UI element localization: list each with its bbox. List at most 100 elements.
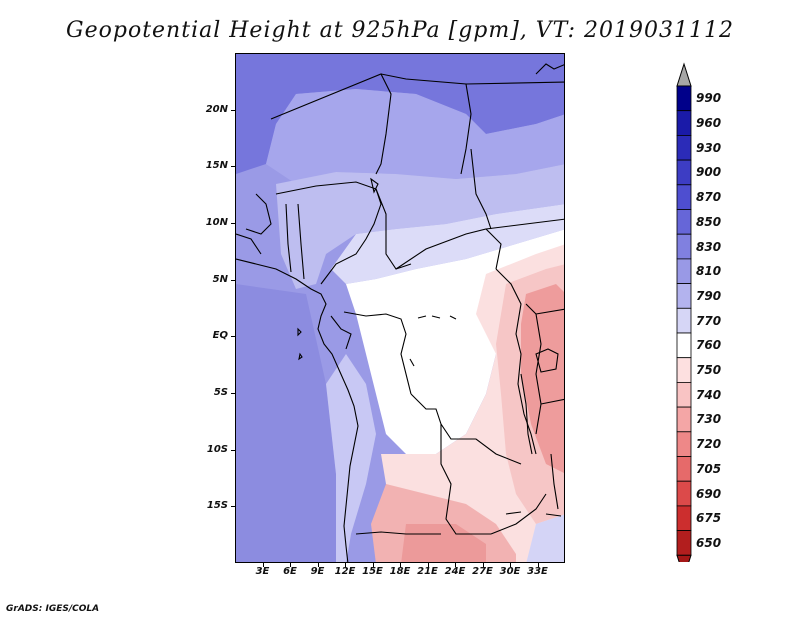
x-tick-mark bbox=[455, 563, 456, 567]
colorbar-swatch bbox=[676, 357, 692, 383]
border-namibia bbox=[355, 531, 441, 535]
lake-chad bbox=[370, 177, 379, 194]
colorbar-swatch bbox=[676, 184, 692, 210]
colorbar-swatch bbox=[676, 85, 692, 112]
border-chad-sudan bbox=[465, 81, 564, 85]
x-tick-mark bbox=[262, 563, 264, 567]
x-tick-mark bbox=[510, 563, 511, 567]
x-tick-label: 21E bbox=[417, 566, 438, 577]
colorbar-swatch bbox=[676, 456, 692, 482]
colorbar-swatch bbox=[676, 381, 692, 408]
colorbar-swatch bbox=[676, 110, 692, 136]
credit-label: GrADS: IGES/COLA bbox=[6, 604, 100, 614]
river-mark-1 bbox=[417, 315, 457, 320]
y-tick-label: 5N bbox=[212, 273, 228, 285]
x-tick-label: 12E bbox=[334, 566, 356, 577]
border-niger-chad bbox=[380, 73, 472, 175]
x-tick-mark bbox=[427, 563, 429, 567]
x-tick-mark bbox=[317, 563, 319, 567]
border-benin bbox=[297, 203, 305, 280]
border-angola-zambia bbox=[440, 424, 491, 535]
colorbar-swatch bbox=[676, 159, 692, 186]
y-tick-mark bbox=[231, 279, 235, 281]
colorbar-level-label: 900 bbox=[696, 165, 722, 180]
x-tick-label: 15E bbox=[362, 566, 383, 577]
y-tick-mark bbox=[231, 506, 235, 508]
x-tick-mark bbox=[482, 563, 484, 567]
border-sudan-east bbox=[470, 148, 492, 230]
field-light-blue bbox=[276, 164, 564, 289]
y-tick-label: 20N bbox=[205, 103, 228, 115]
colorbar-level-label: 740 bbox=[696, 387, 722, 402]
colorbar-swatch bbox=[676, 209, 692, 235]
colorbar-level-label: 790 bbox=[696, 288, 722, 303]
colorbar-swatch bbox=[676, 406, 692, 433]
colorbar-swatch bbox=[676, 505, 692, 531]
river-mark-4 bbox=[545, 513, 562, 517]
colorbar-level-label: 720 bbox=[696, 437, 722, 452]
x-tick-mark bbox=[372, 563, 374, 567]
y-tick-mark bbox=[231, 393, 235, 394]
x-tick-label: 6E bbox=[283, 566, 297, 577]
y-tick-mark bbox=[231, 166, 235, 168]
y-tick-label: 10S bbox=[206, 443, 228, 455]
border-drc-south bbox=[410, 393, 522, 465]
coastlines-borders bbox=[236, 63, 564, 562]
y-tick-mark bbox=[231, 449, 235, 451]
chart-title: Geopotential Height at 925hPa [gpm], VT:… bbox=[66, 18, 734, 43]
colorbar bbox=[676, 62, 692, 562]
border-tanzania bbox=[540, 398, 564, 405]
north-coast bbox=[535, 63, 564, 75]
colorbar-swatch bbox=[676, 258, 692, 284]
colorbar-level-label: 850 bbox=[696, 214, 722, 229]
colorbar-swatch bbox=[676, 283, 692, 309]
x-tick-label: 33E bbox=[527, 566, 548, 577]
colorbar-level-label: 870 bbox=[696, 190, 722, 205]
lake-malawi bbox=[550, 453, 559, 510]
river-mark-3 bbox=[505, 511, 522, 515]
colorbar-swatch bbox=[676, 233, 692, 260]
colorbar-level-label: 990 bbox=[696, 91, 722, 106]
colorbar-over-triangle bbox=[676, 62, 692, 87]
lake-victoria bbox=[535, 348, 559, 373]
y-tick-mark bbox=[231, 109, 235, 111]
colorbar-swatch bbox=[676, 480, 692, 507]
colorbar-level-label: 705 bbox=[696, 461, 722, 476]
colorbar-level-label: 770 bbox=[696, 313, 722, 328]
colorbar-level-label: 810 bbox=[696, 264, 722, 279]
colorbar-level-label: 675 bbox=[696, 511, 722, 526]
border-cameroon bbox=[375, 188, 412, 270]
colorbar-level-label: 690 bbox=[696, 486, 722, 501]
border-drc-east bbox=[495, 268, 537, 455]
border-ghana-togo bbox=[285, 203, 292, 273]
y-tick-mark bbox=[231, 336, 235, 338]
height-field-map bbox=[236, 54, 564, 562]
field-coastal-blue bbox=[326, 354, 376, 562]
colorbar-swatch bbox=[676, 431, 692, 457]
border-east-lakes bbox=[525, 303, 542, 435]
x-tick-label: 27E bbox=[472, 566, 493, 577]
x-tick-label: 18E bbox=[389, 566, 411, 577]
field-red-core bbox=[521, 284, 564, 473]
map-panel bbox=[235, 53, 565, 563]
colorbar-swatch bbox=[676, 307, 692, 334]
x-tick-mark bbox=[290, 563, 291, 567]
border-mali-niger bbox=[270, 73, 392, 175]
x-tick-mark bbox=[537, 563, 539, 567]
border-congo-drc bbox=[343, 311, 412, 395]
y-tick-label: 15N bbox=[205, 160, 228, 172]
colorbar-level-label: 650 bbox=[696, 535, 722, 550]
colorbar-level-label: 750 bbox=[696, 363, 722, 378]
colorbar-swatch bbox=[676, 332, 692, 359]
x-tick-label: 24E bbox=[444, 566, 466, 577]
border-uganda-kenya bbox=[535, 308, 564, 315]
x-tick-label: 3E bbox=[255, 566, 270, 577]
x-tick-mark bbox=[400, 563, 401, 567]
field-pale-blue bbox=[331, 204, 564, 284]
y-tick-label: 15S bbox=[206, 500, 228, 512]
colorbar-level-label: 730 bbox=[696, 412, 722, 427]
colorbar-swatch bbox=[676, 530, 692, 556]
colorbar-under-triangle bbox=[676, 554, 692, 562]
colorbar-level-label: 830 bbox=[696, 239, 722, 254]
colorbar-level-label: 960 bbox=[696, 116, 722, 131]
